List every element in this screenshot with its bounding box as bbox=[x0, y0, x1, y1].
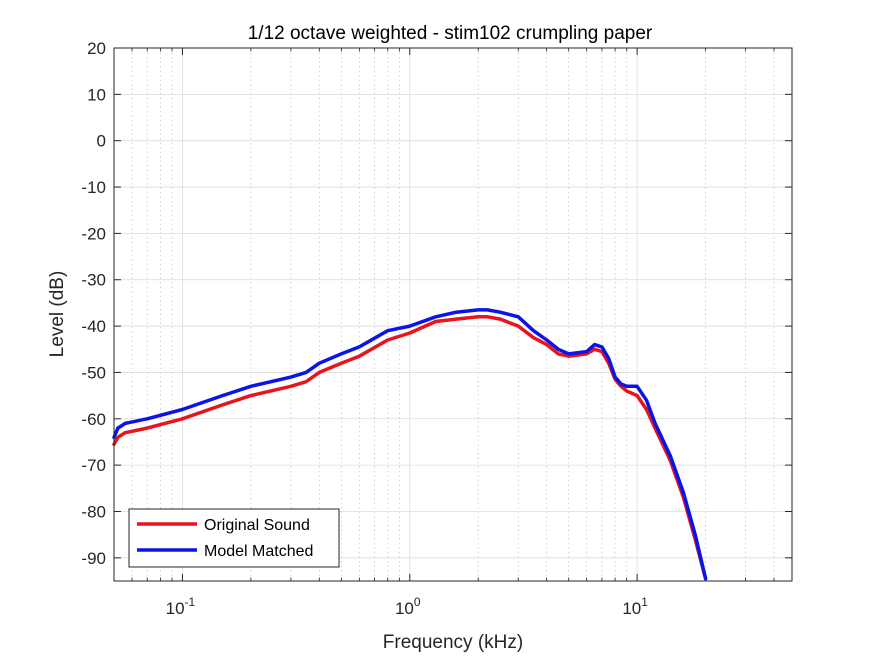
y-tick-label: -30 bbox=[81, 271, 106, 290]
ticks bbox=[114, 47, 792, 581]
legend-label-original-sound: Original Sound bbox=[204, 517, 310, 534]
x-tick-exponent: 0 bbox=[414, 595, 421, 609]
x-tick-exponent: -1 bbox=[185, 595, 196, 609]
x-tick-labels: 10-1 100 101 bbox=[166, 595, 649, 618]
y-tick-label: -10 bbox=[81, 178, 106, 197]
x-tick-label: 101 bbox=[622, 595, 648, 618]
y-tick-label: 10 bbox=[87, 85, 106, 104]
y-tick-label: -40 bbox=[81, 317, 106, 336]
series-lines bbox=[112, 308, 708, 581]
plot-frame bbox=[113, 47, 793, 582]
y-tick-label: -90 bbox=[81, 549, 106, 568]
chart-title: 1/12 octave weighted - stim102 crumpling… bbox=[248, 23, 653, 44]
y-tick-label: -80 bbox=[81, 502, 106, 521]
legend-box bbox=[128, 508, 340, 568]
y-tick-label: 20 bbox=[87, 39, 106, 58]
x-tick-exponent: 1 bbox=[641, 595, 648, 609]
x-tick-base: 10 bbox=[622, 599, 641, 618]
y-tick-label: 0 bbox=[97, 132, 106, 151]
legend: Original Sound Model Matched bbox=[128, 508, 340, 568]
series-line-original-sound bbox=[112, 315, 708, 581]
x-tick-base: 10 bbox=[395, 599, 414, 618]
x-tick-label: 10-1 bbox=[166, 595, 196, 618]
y-tick-labels: 20 10 0 -10 -20 -30 -40 -50 -60 -70 -80 -90 bbox=[81, 39, 106, 568]
x-tick-label: 100 bbox=[395, 595, 421, 618]
y-tick-label: -50 bbox=[81, 363, 106, 382]
y-tick-label: -20 bbox=[81, 224, 106, 243]
y-tick-label: -70 bbox=[81, 456, 106, 475]
y-axis-title: Level (dB) bbox=[47, 271, 68, 358]
x-axis-title: Frequency (kHz) bbox=[383, 632, 523, 653]
x-tick-base: 10 bbox=[166, 599, 185, 618]
y-tick-label: -60 bbox=[81, 410, 106, 429]
series-line-model-matched bbox=[112, 308, 708, 581]
legend-label-model-matched: Model Matched bbox=[204, 543, 313, 560]
